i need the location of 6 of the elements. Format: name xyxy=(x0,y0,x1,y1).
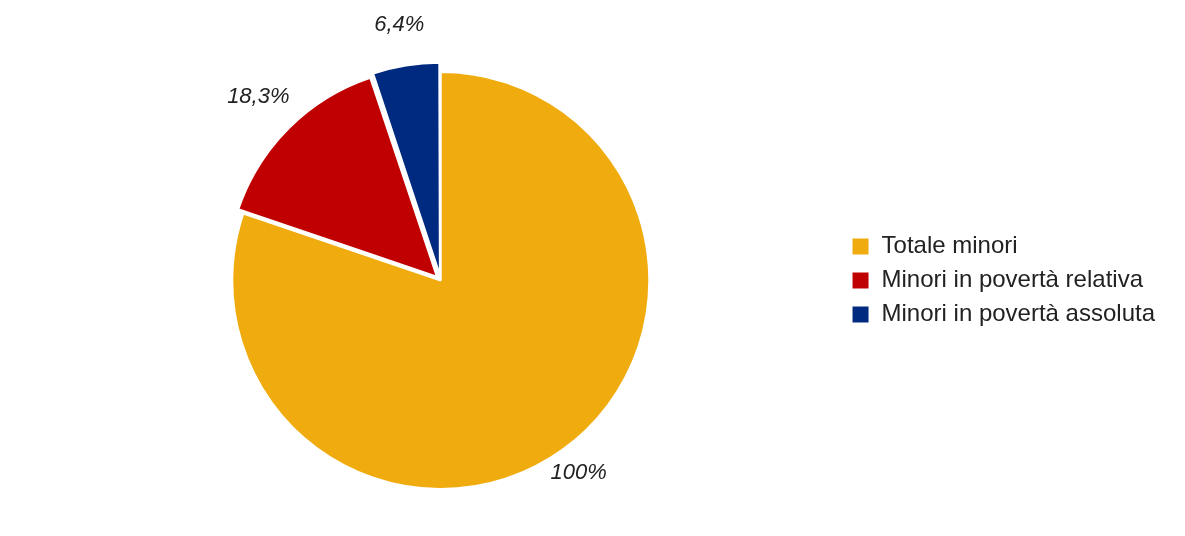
data-label: 6,4% xyxy=(374,11,425,37)
data-label: 18,3% xyxy=(227,83,290,109)
legend-label: Minori in povertà relativa xyxy=(881,265,1144,293)
data-label: 100% xyxy=(550,458,607,484)
legend-label: Totale minori xyxy=(881,231,1018,259)
legend-label: Minori in povertà assoluta xyxy=(881,299,1156,327)
